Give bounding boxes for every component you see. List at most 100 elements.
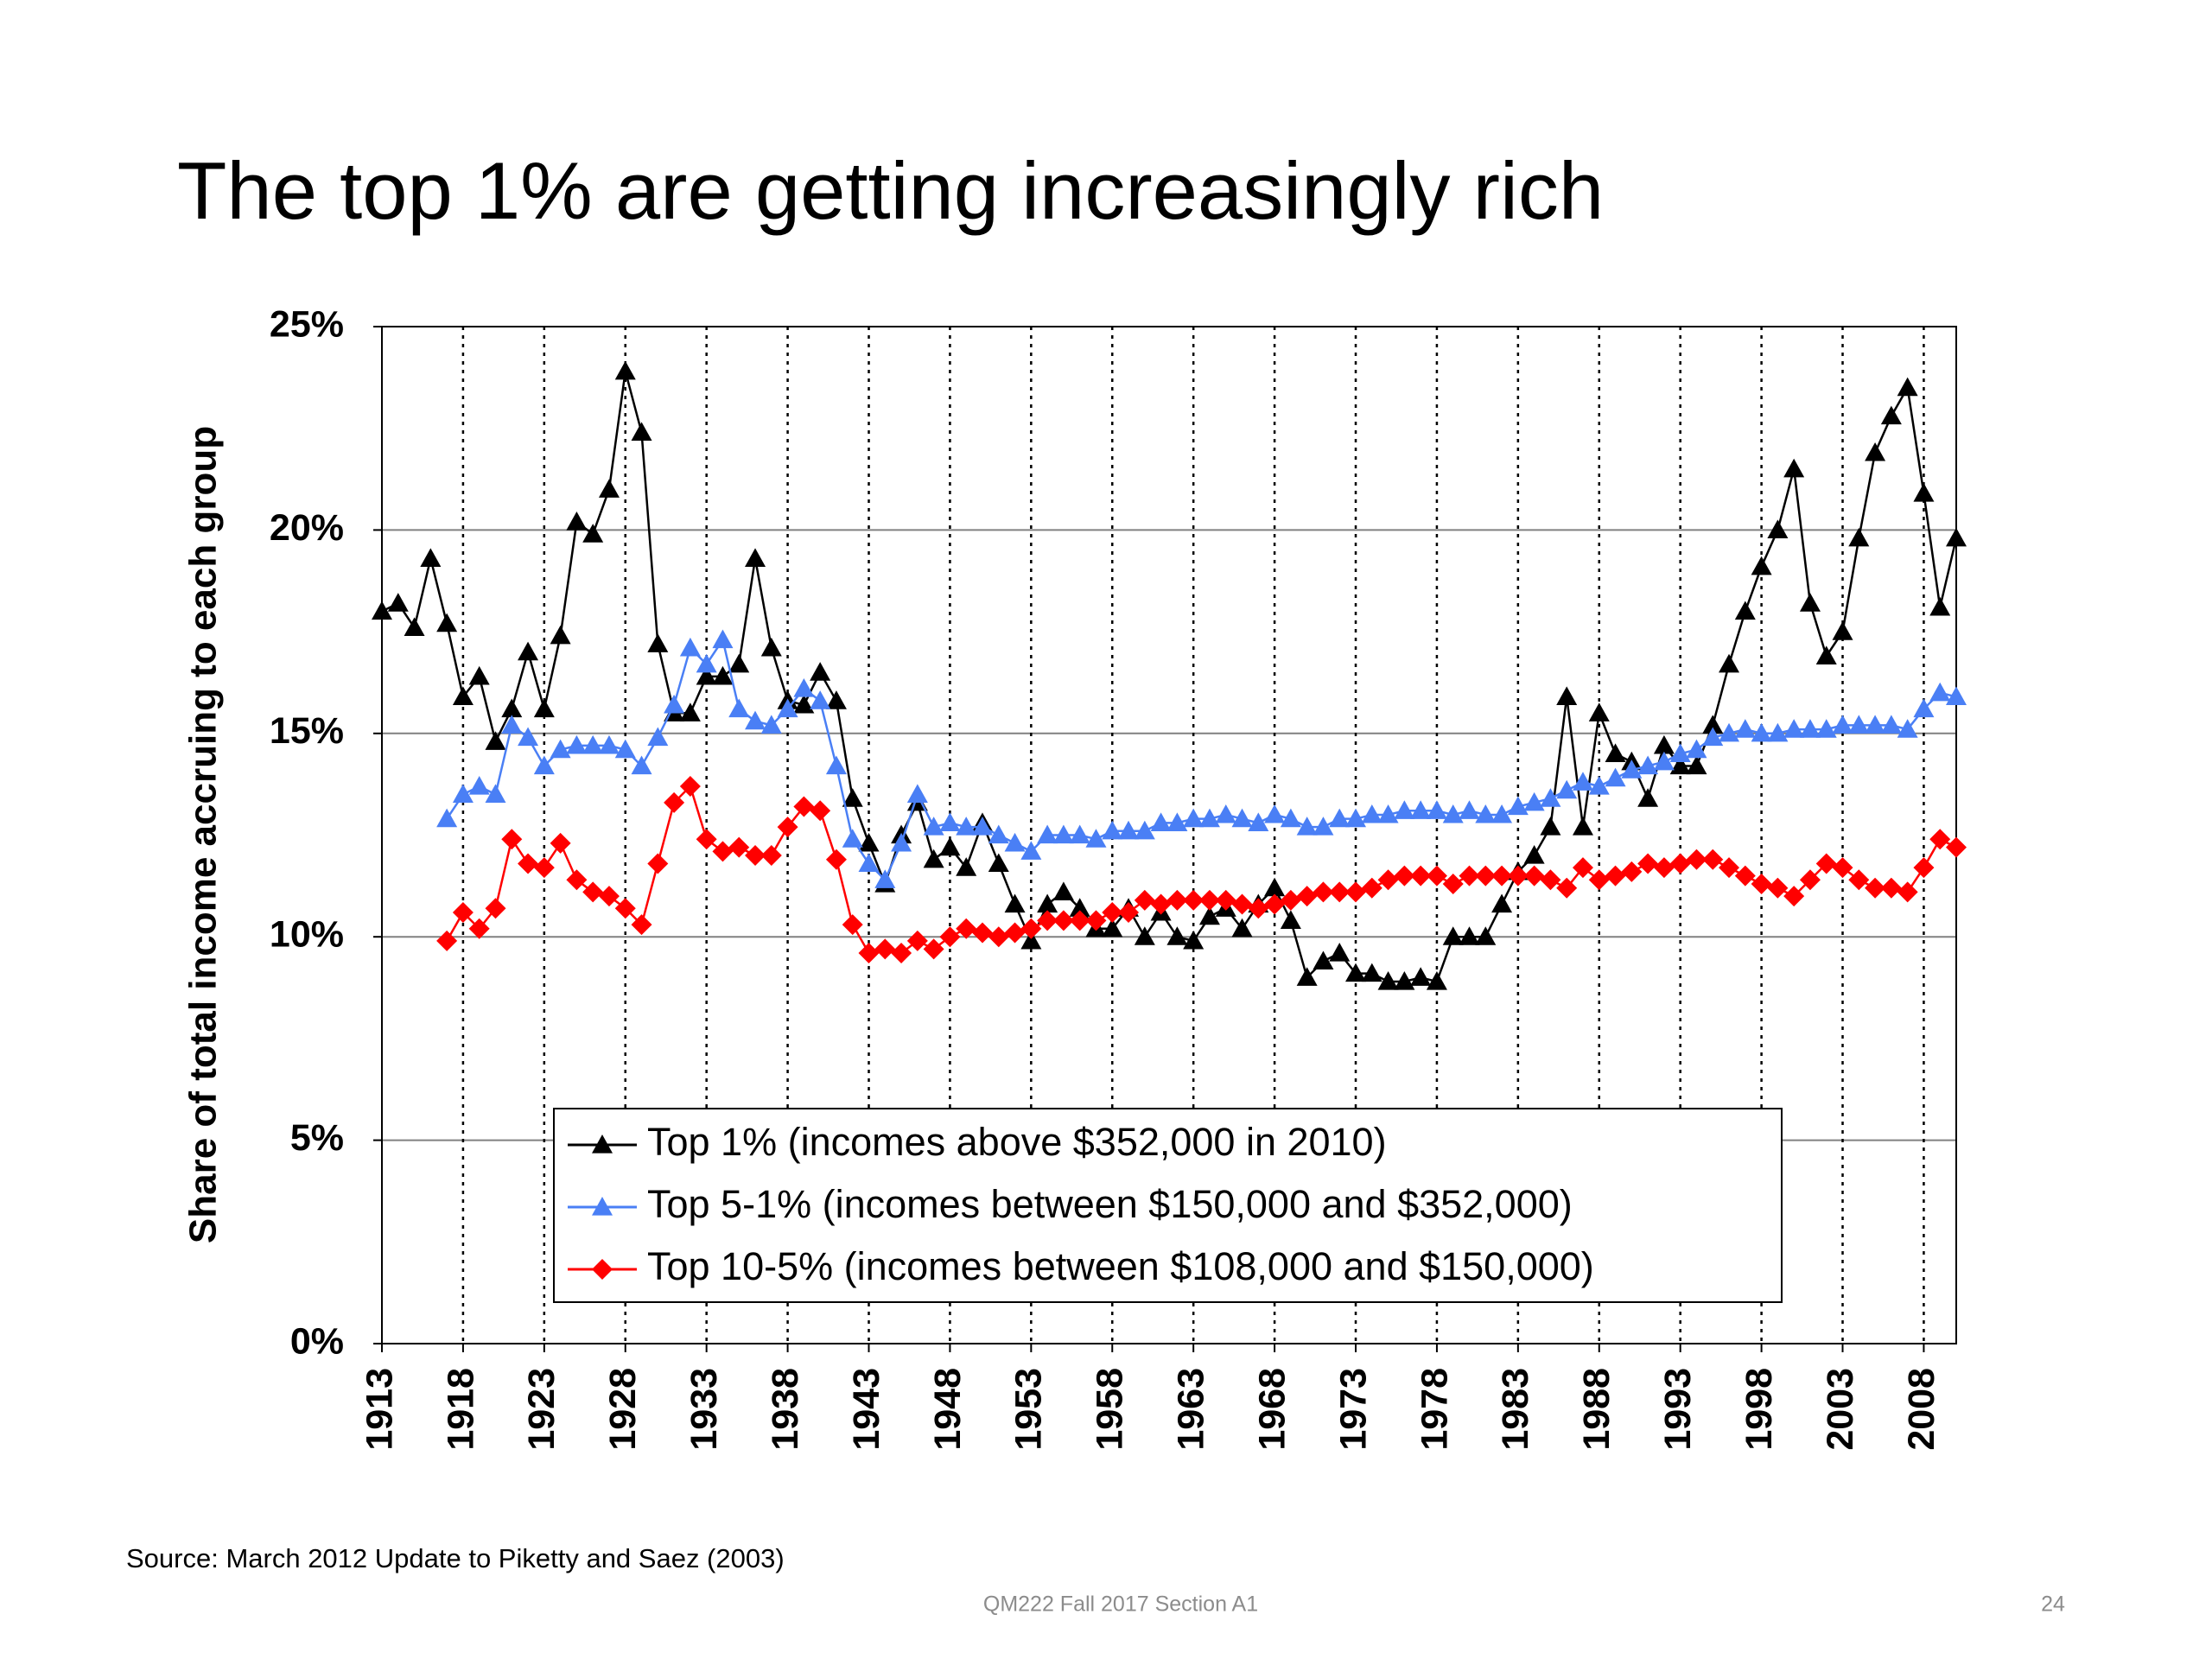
plot-frame — [381, 326, 1957, 1344]
data-point — [1394, 970, 1415, 990]
x-tick-label: 1983 — [1495, 1368, 1536, 1451]
data-point — [858, 943, 880, 964]
legend-label: Top 5-1% (incomes between $150,000 and $… — [647, 1182, 1573, 1226]
data-point — [988, 824, 1009, 844]
data-point — [501, 715, 523, 734]
data-point — [598, 479, 620, 498]
data-point — [1166, 926, 1188, 945]
data-point — [1004, 922, 1026, 944]
data-point — [1540, 817, 1561, 836]
data-point — [631, 755, 652, 775]
y-tick-label: 25% — [270, 303, 344, 345]
data-point — [1118, 901, 1140, 923]
data-point — [874, 869, 896, 888]
data-point — [1361, 963, 1382, 982]
x-tick-label: 1998 — [1738, 1368, 1780, 1451]
x-tick-label: 1933 — [683, 1368, 725, 1451]
x-tick-label: 2003 — [1820, 1368, 1861, 1451]
data-point — [939, 926, 961, 948]
data-point — [1134, 889, 1155, 911]
data-point — [1198, 808, 1220, 828]
data-point — [842, 829, 863, 848]
data-point — [1669, 743, 1691, 762]
data-point — [1150, 812, 1172, 831]
x-tick-label: 1918 — [440, 1368, 481, 1451]
data-point — [647, 853, 669, 874]
data-point — [728, 836, 750, 858]
data-point — [1540, 788, 1561, 807]
data-point — [1946, 527, 1967, 547]
data-point — [1897, 719, 1918, 738]
data-point — [745, 710, 766, 730]
data-point — [566, 511, 588, 531]
y-tick-label: 10% — [270, 914, 344, 956]
data-point — [1296, 817, 1318, 836]
data-point — [1702, 727, 1724, 747]
data-point — [728, 698, 750, 718]
data-point — [696, 653, 717, 673]
data-point — [810, 662, 831, 681]
data-point — [582, 881, 604, 903]
data-point — [1118, 820, 1140, 840]
data-point — [1637, 755, 1659, 775]
data-point — [468, 665, 490, 685]
data-point — [728, 653, 750, 673]
data-point — [1751, 556, 1772, 575]
data-point — [1815, 853, 1837, 874]
data-point — [1248, 812, 1269, 831]
data-point — [452, 784, 474, 804]
data-point — [1102, 901, 1123, 923]
data-point — [1052, 881, 1074, 901]
data-point — [1605, 865, 1626, 887]
legend-marker — [592, 1259, 613, 1280]
data-point — [582, 734, 604, 754]
data-point — [1020, 930, 1042, 950]
data-point — [1052, 910, 1074, 931]
data-point — [452, 686, 474, 706]
data-point — [1231, 918, 1253, 938]
data-point — [923, 938, 944, 960]
data-point — [1037, 910, 1058, 931]
data-point — [1767, 877, 1789, 899]
data-point — [745, 548, 766, 567]
data-point — [1102, 918, 1123, 938]
data-point — [1296, 886, 1318, 907]
data-point — [387, 593, 409, 612]
data-point — [825, 849, 847, 870]
data-point — [1588, 869, 1610, 891]
data-point — [793, 694, 815, 714]
data-point — [1734, 601, 1756, 620]
data-point — [1069, 824, 1090, 844]
data-point — [777, 817, 798, 838]
data-point — [1069, 910, 1090, 931]
data-point — [939, 812, 961, 831]
data-point — [1069, 898, 1090, 917]
slide-title: The top 1% are getting increasingly rich — [177, 145, 1604, 236]
data-point — [1719, 857, 1740, 879]
data-point — [468, 918, 490, 939]
data-point — [1929, 829, 1951, 850]
data-point — [1313, 817, 1334, 836]
x-tick-label: 1938 — [765, 1368, 806, 1451]
data-point — [810, 690, 831, 709]
data-point — [1815, 719, 1837, 738]
data-point — [1767, 519, 1789, 538]
data-point — [971, 922, 993, 944]
data-point — [1329, 943, 1351, 962]
data-point — [614, 360, 636, 380]
data-point — [988, 926, 1009, 948]
data-point — [1734, 719, 1756, 738]
legend-marker — [592, 1135, 613, 1154]
data-point — [452, 901, 474, 923]
data-point — [1767, 722, 1789, 742]
data-point — [582, 524, 604, 543]
y-tick-label: 15% — [270, 710, 344, 752]
data-point — [550, 625, 571, 645]
legend-label: Top 1% (incomes above $352,000 in 2010) — [647, 1120, 1387, 1164]
data-point — [1913, 698, 1935, 718]
data-point — [1605, 767, 1626, 787]
data-point — [1637, 853, 1659, 874]
data-point — [1702, 849, 1724, 870]
data-point — [891, 832, 912, 852]
